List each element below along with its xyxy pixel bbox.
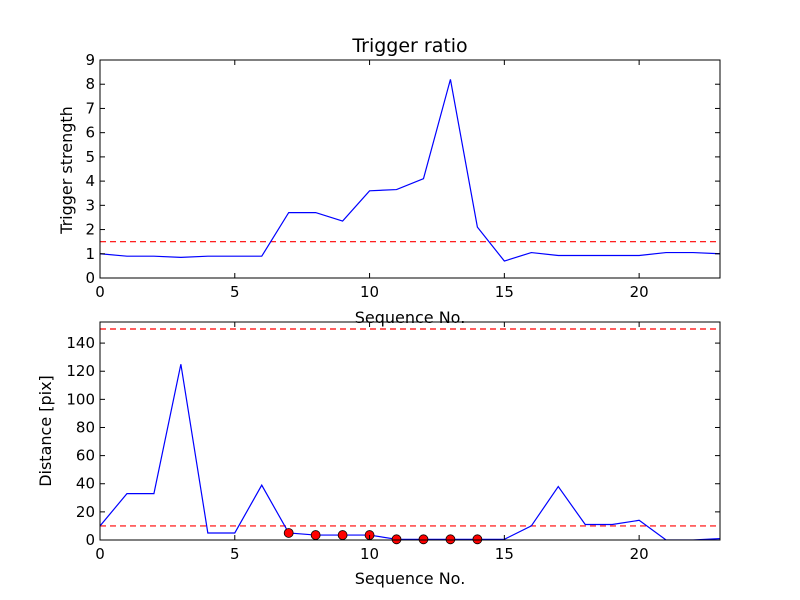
y-tick-label: 2: [85, 221, 95, 239]
y-tick-label: 0: [85, 269, 95, 287]
x-tick-label: 0: [95, 545, 105, 563]
x-tick-label: 15: [495, 283, 514, 301]
top-x-axis-label: Sequence No.: [355, 308, 466, 327]
y-tick-label: 8: [85, 75, 95, 93]
y-tick-label: 9: [85, 51, 95, 69]
top-axes: 0 5 10 15 20 0 1 2 3 4 5 6 7 8 9: [85, 51, 721, 301]
chart-title: Trigger ratio: [351, 35, 467, 57]
y-tick-label: 60: [76, 447, 95, 465]
data-marker: [445, 534, 456, 545]
bottom-x-axis-label: Sequence No.: [355, 569, 466, 588]
x-tick-label: 0: [95, 283, 105, 301]
y-tick-label: 140: [66, 334, 95, 352]
data-marker: [283, 528, 294, 538]
data-marker: [418, 534, 429, 545]
bottom-y-axis-label: Distance [pix]: [36, 375, 55, 487]
x-tick-label: 10: [360, 545, 379, 563]
y-tick-label: 7: [85, 99, 95, 117]
y-tick-label: 5: [85, 148, 95, 166]
axes-frame: [99, 59, 721, 279]
x-tick-label: 5: [230, 545, 240, 563]
y-tick-label: 6: [85, 124, 95, 142]
plot-area: [100, 328, 720, 540]
y-tick-label: 4: [85, 172, 95, 190]
x-tick-label: 5: [230, 283, 240, 301]
y-tick-label: 0: [85, 531, 95, 549]
x-tick-label: 20: [630, 283, 649, 301]
y-tick-label: 3: [85, 196, 95, 214]
y-tick-label: 40: [76, 475, 95, 493]
data-marker: [391, 534, 402, 545]
data-marker: [337, 530, 348, 540]
y-tick-label: 1: [85, 245, 95, 263]
y-tick-label: 120: [66, 362, 95, 380]
x-tick-label: 20: [630, 545, 649, 563]
top-y-axis-label: Trigger strength: [57, 106, 76, 235]
y-tick-label: 100: [66, 390, 95, 408]
y-tick-label: 80: [76, 418, 95, 436]
series-line: [100, 79, 720, 262]
data-marker: [310, 530, 321, 540]
x-tick-label: 10: [360, 283, 379, 301]
bottom-axes: 0 5 10 15 20 0 20 40 60 80 100 120 140: [66, 321, 721, 563]
plot-area: [100, 79, 720, 262]
series-line: [100, 364, 720, 540]
y-tick-label: 20: [76, 503, 95, 521]
data-marker: [472, 534, 483, 545]
x-tick-label: 15: [495, 545, 514, 563]
axes-frame: [99, 321, 721, 541]
